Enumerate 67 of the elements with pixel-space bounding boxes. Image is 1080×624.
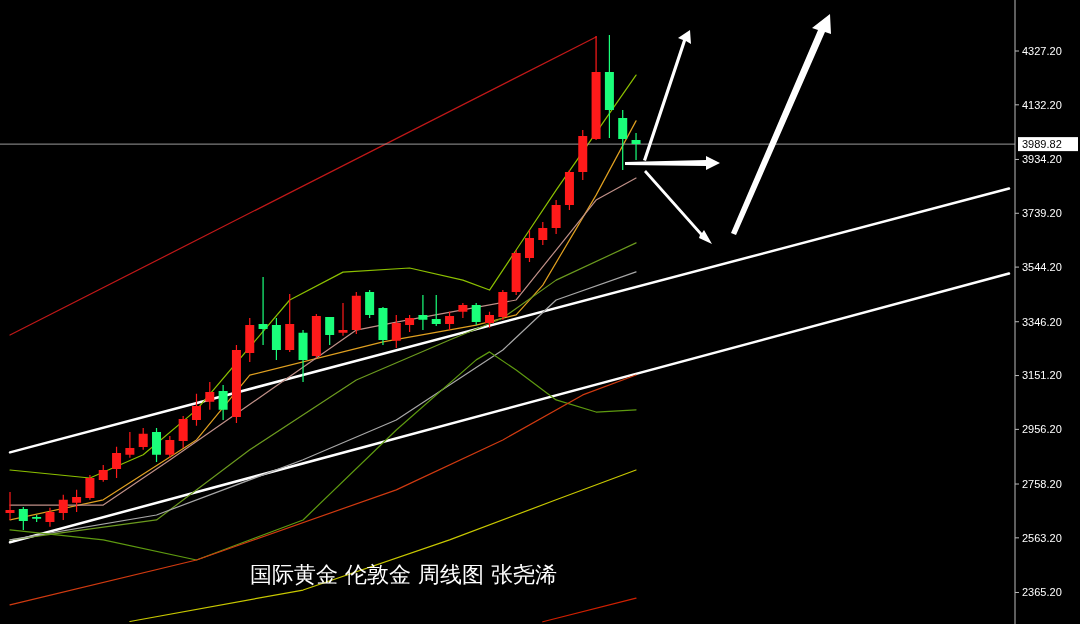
candlestick (138, 428, 148, 450)
candlestick (458, 303, 468, 318)
candlestick (18, 506, 28, 530)
y-tick-label: 3346.20 (1022, 315, 1062, 328)
candlestick (85, 474, 95, 500)
y-tick-label: 3544.20 (1022, 260, 1062, 273)
candlestick (5, 492, 15, 520)
candlestick (45, 507, 55, 527)
candlestick (178, 415, 188, 448)
candlestick (351, 291, 361, 334)
y-tick-label: 2563.20 (1022, 531, 1062, 544)
candlestick (391, 314, 401, 349)
line-series (9, 177, 637, 506)
candlestick (538, 221, 548, 246)
candlestick (524, 229, 534, 262)
y-tick-label: 4132.20 (1022, 98, 1062, 111)
candlestick (591, 35, 601, 140)
candlestick (165, 436, 175, 458)
candlestick (191, 393, 201, 426)
candlestick (285, 293, 295, 352)
candlestick (218, 385, 228, 421)
candlestick (205, 381, 215, 410)
candlestick (378, 306, 388, 345)
candlestick (631, 133, 641, 161)
candlestick (245, 317, 255, 363)
ref-line-label: 3989.82 (1022, 137, 1062, 150)
candlestick (112, 446, 122, 478)
y-tick-label: 4327.20 (1022, 44, 1062, 57)
line-series (129, 469, 637, 623)
candlestick (564, 170, 574, 211)
line-series (9, 74, 637, 479)
y-tick-label: 3739.20 (1022, 207, 1062, 220)
candlestick (498, 290, 508, 320)
candlestick (325, 317, 335, 345)
y-tick-label: 2956.20 (1022, 423, 1062, 436)
y-tick-label: 3934.20 (1022, 153, 1062, 166)
candlestick (231, 344, 241, 424)
candlestick (445, 311, 455, 331)
line-series (9, 120, 637, 521)
candlestick (431, 295, 441, 326)
candlestick (258, 277, 268, 345)
candlestick (98, 465, 108, 482)
candlestick (72, 489, 82, 512)
candlestick (32, 514, 42, 522)
candlestick (471, 303, 481, 326)
candlestick (604, 35, 614, 138)
candlestick (618, 110, 628, 171)
candlestick (298, 330, 308, 382)
candlestick (125, 431, 135, 458)
candlestick (338, 303, 348, 336)
line-series (9, 351, 637, 561)
y-tick-label: 2758.20 (1022, 477, 1062, 490)
candlestick (511, 250, 521, 296)
y-tick-label: 2365.20 (1022, 586, 1062, 599)
candlestick (152, 428, 162, 462)
candlestick (365, 290, 375, 318)
candlestick (578, 129, 588, 180)
candlestick (418, 295, 428, 331)
candlestick (271, 317, 281, 360)
annotation: 国际黄金 伦敦金 周线图 张尧浠 (250, 562, 557, 587)
y-tick-label: 3151.20 (1022, 369, 1062, 382)
candlestick (551, 200, 561, 235)
candlestick (58, 494, 68, 520)
candlestick (405, 314, 415, 333)
line-series (9, 374, 637, 606)
candlestick (311, 314, 321, 358)
candlestick (485, 311, 495, 328)
